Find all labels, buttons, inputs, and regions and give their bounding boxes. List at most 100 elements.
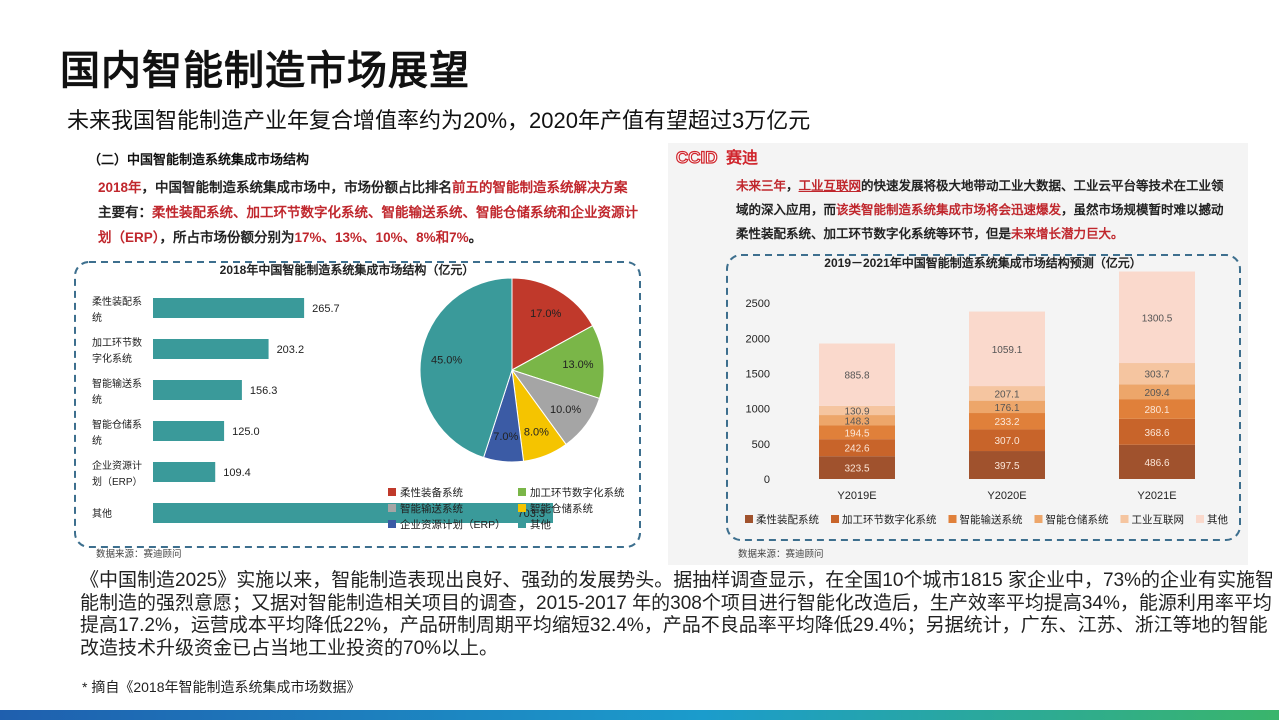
text-segment: 主要有： [98,205,152,220]
legend-swatch [1196,515,1204,523]
bar [153,339,269,359]
legend-swatch [388,504,396,512]
category-label: 智能输送系统 [92,377,142,406]
x-tick-label: Y2019E [837,490,876,502]
text-segment: 的快速发展将极大地带动工业大数据、工业云平台等技术在工业领域的深入应用，而 [736,179,1224,217]
legend-label: 工业互联网 [1132,514,1185,526]
bar-segment [969,386,1045,401]
value-label: 280.1 [1144,405,1169,416]
value-label: 323.5 [844,464,869,475]
text-segment: 该类智能制造系统集成市场将会迅速爆发 [836,203,1062,217]
text-segment: 17%、13%、10%、8%和7% [294,230,469,245]
legend-swatch [388,520,396,528]
bar-segment [1119,363,1195,385]
slide-subtitle: 未来我国智能制造产业年复合增值率约为20%，2020年产值有望超过3万亿元 [67,108,811,133]
text-segment: 未来三年 [736,179,787,193]
value-label: 194.5 [844,428,869,439]
value-label: 45.0% [431,355,462,367]
value-label: 7.0% [493,431,518,443]
legend-label: 其他 [530,518,551,531]
pie-slice [511,277,594,371]
bar-segment [819,456,895,479]
value-label: 397.5 [994,461,1019,472]
category-label: 加工环节数字化系统 [92,336,142,365]
legend-swatch [388,488,396,496]
body-text: 《中国制造2025》实施以来，智能制造表现出良好、强劲的发展势头。据抽样调查显示… [80,570,1274,659]
value-label: 156.3 [250,385,278,397]
legend-swatch [518,520,526,528]
value-label: 207.1 [994,389,1019,400]
value-label: 109.4 [223,467,251,479]
source-note: 数据来源：赛迪顾问 [738,548,824,560]
value-label: 13.0% [562,359,593,371]
value-label: 265.7 [312,303,340,315]
value-label: 209.4 [1144,388,1169,399]
y-tick-label: 500 [752,439,770,451]
pie-slice [510,324,605,400]
value-label: 368.6 [1144,428,1169,439]
y-tick-label: 1500 [746,368,770,380]
value-label: 17.0% [530,308,561,320]
x-tick-label: Y2021E [1137,490,1176,502]
legend-swatch [745,515,753,523]
legend-label: 智能仓储系统 [1046,513,1109,526]
legend-swatch [948,515,957,523]
bar-segment [1119,399,1195,419]
category-label: 企业资源计划（ERP） [92,459,143,488]
text-segment: 2018年 [98,180,142,195]
value-label: 176.1 [994,403,1019,414]
legend-label: 加工环节数字化系统 [530,486,625,499]
bar-segment [819,405,895,416]
value-label: 203.2 [277,344,305,356]
logo-cn: 赛迪 [725,148,758,167]
text-segment: ，虽然市场规模暂时难以撼动柔性装配系统、加工环节数字化系统等环节，但是 [736,203,1224,241]
chart-title: 2018年中国智能制造系统集成市场结构（亿元） [220,262,475,277]
text-segment: ，所占市场份额分别为 [159,230,295,245]
y-tick-label: 2000 [746,333,770,345]
legend-label: 企业资源计划（ERP） [400,518,506,531]
bar [153,298,305,318]
dashed-frame [74,261,641,548]
value-label: 303.7 [1144,370,1169,381]
bar [153,380,242,400]
footnote: * 摘自《2018年智能制造系统集成市场数据》 [82,679,361,695]
legend-swatch [831,515,839,523]
left-chart-area: 数据来源：赛迪顾问 2018年中国智能制造系统集成市场结构（亿元） 柔性装配系统 26… [74,261,641,560]
value-label: 1059.1 [992,345,1023,356]
bar-segment [819,415,895,426]
text-segment: 。 [468,230,483,245]
bar-segment [819,343,895,406]
bar-segment [819,439,895,457]
text-segment: 未来增长潜力巨大。 [1011,227,1124,241]
value-label: 1300.5 [1142,313,1173,324]
legend-label: 柔性装备系统 [400,486,463,499]
legend-label: 智能输送系统 [400,502,463,515]
text-segment: 前五的智能制造系统解决方案 [452,180,628,195]
legend-label: 智能输送系统 [960,513,1023,526]
bar-segment [969,413,1045,430]
pie-slice [419,277,513,459]
value-label: 307.0 [994,436,1019,447]
panel-heading: （二）中国智能制造系统集成市场结构 [88,152,310,167]
bar-segment [819,425,895,440]
bar-segment [1119,444,1195,479]
legend-swatch [1120,515,1129,523]
panel-paragraph: 未来三年，工业互联网的快速发展将极大地带动工业大数据、工业云平台等技术在工业领域… [736,174,1236,246]
bar-segment [1119,384,1195,400]
dashed-frame [726,254,1241,541]
value-label: 8.0% [524,427,549,439]
bar-segment [969,451,1045,479]
y-tick-label: 1000 [746,404,770,416]
text-segment: 工业互联网 [798,179,862,193]
value-label: 130.9 [844,406,869,417]
legend-label: 其他 [1207,513,1229,526]
text-segment: 柔性装配系统、加工环节数字化系统、智能输送系统、智能仓储系统和企业资源计划（ER… [98,205,638,245]
y-tick-label: 0 [764,474,770,486]
source-note: 数据来源：赛迪顾问 [96,548,182,560]
text-segment: ， [786,179,799,193]
text-segment: ，中国智能制造系统集成市场中，市场份额占比排名 [141,180,453,195]
category-label: 智能仓储系统 [92,418,142,447]
legend-label: 柔性装配系统 [756,513,819,526]
